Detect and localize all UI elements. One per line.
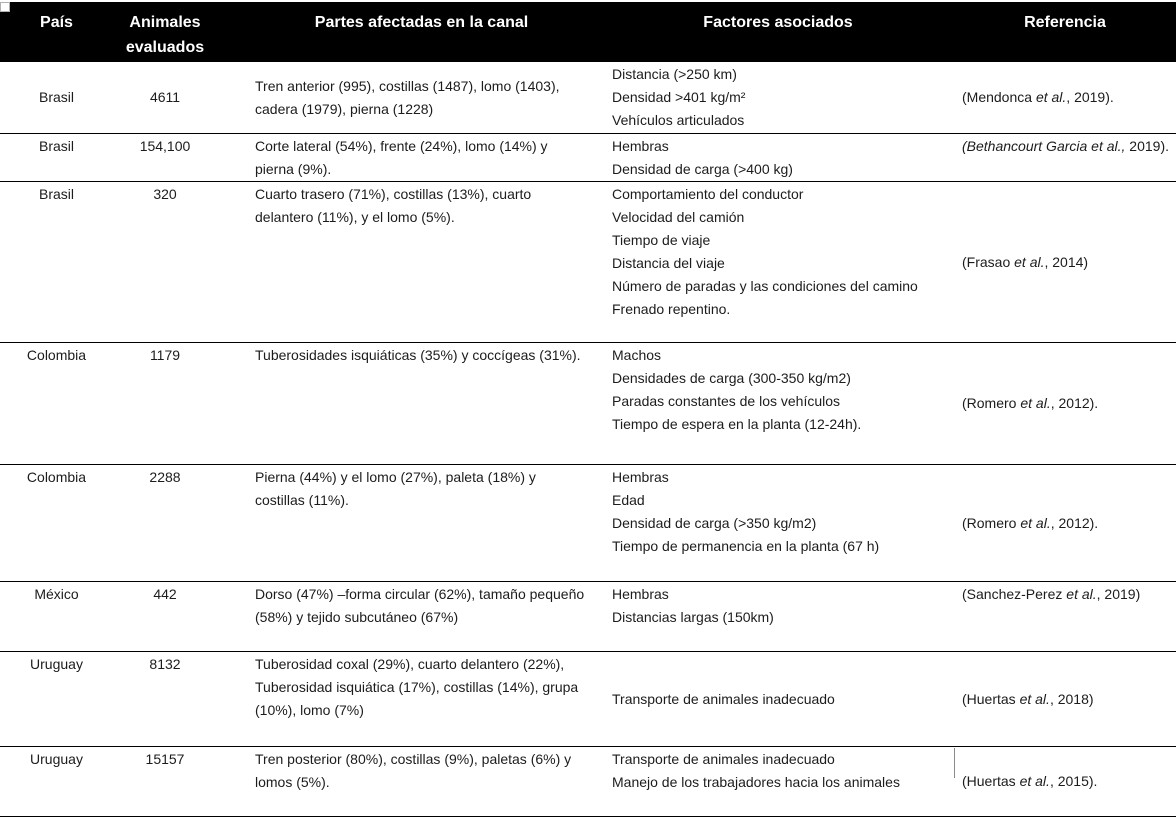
factor-item: Distancias largas (150km): [612, 608, 774, 625]
factor-item: Manejo de los trabajadores hacia los ani…: [612, 773, 900, 790]
col-header-associated-factors: Factores asociados: [703, 14, 853, 31]
cell-animals-evaluated: 1179: [113, 342, 217, 465]
factor-item: Comportamiento del conductor: [612, 185, 804, 202]
factor-item: Frenado repentino.: [612, 300, 731, 317]
cell-reference: (Huertas et al., 2018): [954, 651, 1176, 747]
factor-item: Densidades de carga (300-350 kg/m2): [612, 369, 851, 386]
cell-affected-parts: Tuberosidades isquiáticas (35%) y coccíg…: [217, 342, 602, 465]
table-row: Brasil 320 Cuarto trasero (71%), costillas…: [0, 181, 1176, 343]
table-body: Brasil 4611 Tren anterior (995), costillas…: [0, 62, 1176, 817]
cell-reference: (Romero et al., 2012).: [954, 464, 1176, 582]
factor-item: Edad: [612, 491, 645, 508]
cell-associated-factors: Hembras Edad Densidad de carga (>350 kg/m2…: [602, 464, 954, 582]
cell-affected-parts: Tren anterior (995), costillas (1487), l…: [217, 62, 602, 134]
factor-item: Tiempo de espera en la planta (12-24h).: [612, 415, 862, 432]
cell-reference: (Mendonca et al., 2019).: [954, 62, 1176, 134]
col-header-country: País: [40, 14, 73, 31]
table-row: Brasil 154,100 Corte lateral (54%), frente…: [0, 133, 1176, 182]
cell-reference: (Frasao et al., 2014): [954, 181, 1176, 343]
cell-associated-factors: Machos Densidades de carga (300-350 kg/m2…: [602, 342, 954, 465]
cell-animals-evaluated: 154,100: [113, 133, 217, 182]
table-row: Brasil 4611 Tren anterior (995), costillas…: [0, 62, 1176, 134]
table-row: Colombia 1179 Tuberosidades isquiáticas (3…: [0, 342, 1176, 465]
cell-animals-evaluated: 2288: [113, 464, 217, 582]
table-row: Colombia 2288 Pierna (44%) y el lomo (27%)…: [0, 464, 1176, 582]
cell-animals-evaluated: 442: [113, 581, 217, 652]
factor-item: Hembras: [612, 468, 669, 485]
cell-affected-parts: Corte lateral (54%), frente (24%), lomo …: [217, 133, 602, 182]
cell-associated-factors: Hembras Distancias largas (150km): [602, 581, 954, 652]
cell-reference: (Huertas et al., 2015).: [954, 746, 1176, 817]
cell-reference: (Romero et al., 2012).: [954, 342, 1176, 465]
cell-associated-factors: Transporte de animales inadecuado: [602, 651, 954, 747]
cell-associated-factors: Hembras Densidad de carga (>400 kg): [602, 133, 954, 182]
factor-item: Número de paradas y las condiciones del …: [612, 277, 918, 294]
factor-item: Hembras: [612, 137, 669, 154]
factor-item: Distancia (>250 km): [612, 66, 737, 83]
cell-country: Brasil: [0, 62, 113, 134]
table-row: Uruguay 15157 Tren posterior (80%), costil…: [0, 746, 1176, 817]
cell-country: Brasil: [0, 181, 113, 343]
cell-country: Uruguay: [0, 746, 113, 817]
cell-affected-parts: Tuberosidad coxal (29%), cuarto delanter…: [217, 651, 602, 747]
cell-reference: (Sanchez-Perez et al., 2019): [954, 581, 1176, 652]
factor-item: Transporte de animales inadecuado: [612, 690, 835, 707]
col-header-reference: Referencia: [1024, 14, 1106, 31]
cell-country: Uruguay: [0, 651, 113, 747]
cell-affected-parts: Tren posterior (80%), costillas (9%), pa…: [217, 746, 602, 817]
cell-animals-evaluated: 8132: [113, 651, 217, 747]
factor-item: Transporte de animales inadecuado: [612, 750, 835, 767]
cell-reference: (Bethancourt Garcia et al., 2019).: [954, 133, 1176, 182]
cell-country: México: [0, 581, 113, 652]
factor-item: Densidad de carga (>400 kg): [612, 160, 793, 177]
cell-affected-parts: Cuarto trasero (71%), costillas (13%), c…: [217, 181, 602, 343]
factor-item: Distancia del viaje: [612, 254, 725, 271]
cell-associated-factors: Transporte de animales inadecuado Manejo …: [602, 746, 954, 817]
factor-item: Velocidad del camión: [612, 208, 745, 225]
cell-animals-evaluated: 15157: [113, 746, 217, 817]
table-row: México 442 Dorso (47%) –forma circular (62…: [0, 581, 1176, 652]
factor-item: Densidad de carga (>350 kg/m2): [612, 514, 817, 531]
factor-item: Paradas constantes de los vehículos: [612, 392, 841, 409]
col-header-animals-evaluated: Animales evaluados: [125, 14, 205, 56]
cell-country: Colombia: [0, 342, 113, 465]
cell-animals-evaluated: 320: [113, 181, 217, 343]
factor-item: Densidad >401 kg/m²: [612, 89, 746, 106]
table-handle-artifact: [0, 2, 10, 12]
cell-associated-factors: Comportamiento del conductor Velocidad de…: [602, 181, 954, 343]
cell-associated-factors: Distancia (>250 km) Densidad >401 kg/m² Ve…: [602, 62, 954, 134]
cell-country: Colombia: [0, 464, 113, 582]
header-row: País Animales evaluados Partes afectadas…: [0, 2, 1176, 62]
factor-item: Tiempo de viaje: [612, 231, 711, 248]
factor-item: Machos: [612, 346, 662, 363]
cell-affected-parts: Dorso (47%) –forma circular (62%), tamañ…: [217, 581, 602, 652]
cell-animals-evaluated: 4611: [113, 62, 217, 134]
table-header: País Animales evaluados Partes afectadas…: [0, 2, 1176, 62]
cell-affected-parts: Pierna (44%) y el lomo (27%), paleta (18…: [217, 464, 602, 582]
factor-item: Hembras: [612, 585, 669, 602]
factor-item: Tiempo de permanencia en la planta (67 h…: [612, 537, 880, 554]
factor-item: Vehículos articulados: [612, 112, 745, 129]
table-row: Uruguay 8132 Tuberosidad coxal (29%), cuar…: [0, 651, 1176, 747]
col-header-affected-parts: Partes afectadas en la canal: [314, 14, 529, 31]
cell-country: Brasil: [0, 133, 113, 182]
